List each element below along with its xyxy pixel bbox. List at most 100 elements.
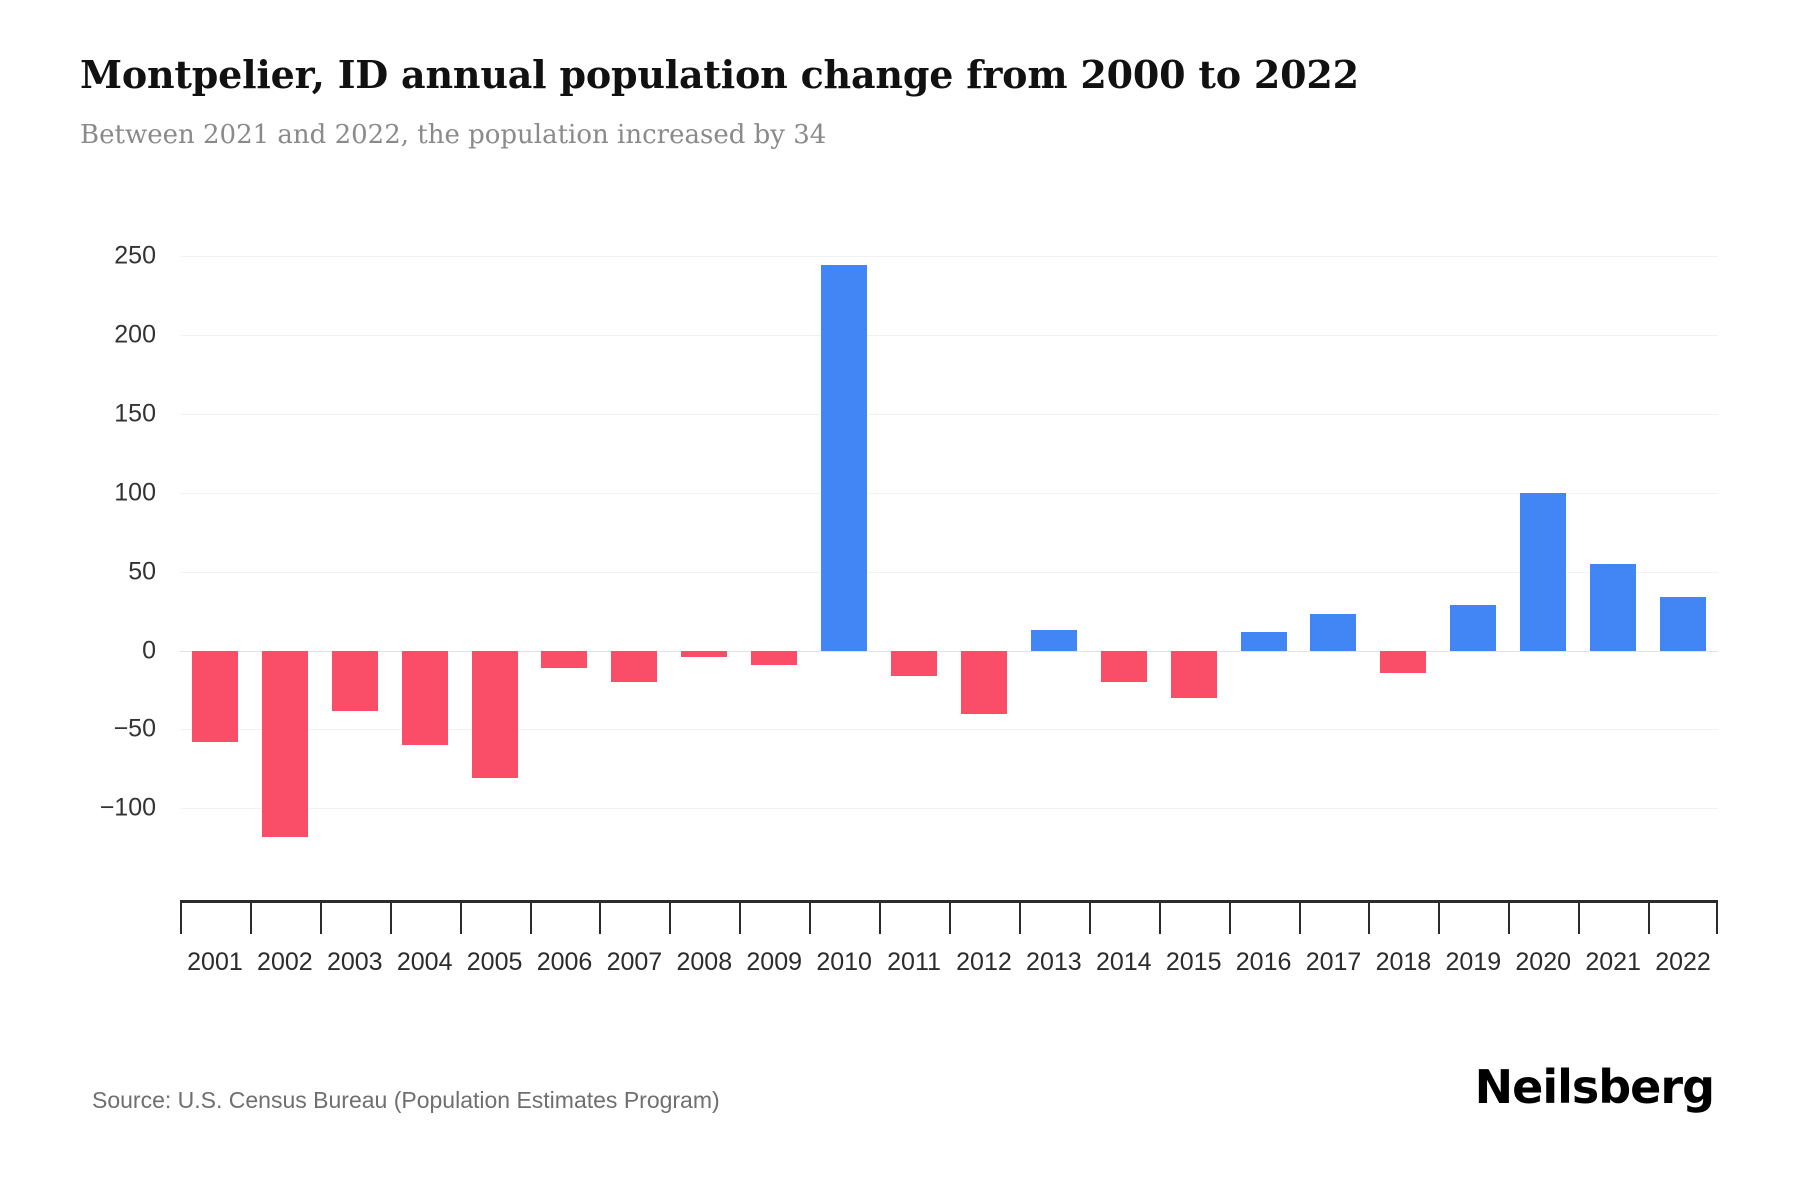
- bar-2020[interactable]: [1520, 492, 1567, 651]
- bar-slot: [669, 240, 739, 900]
- bar-slot: [180, 240, 250, 900]
- y-axis-tick-label: 50: [128, 557, 156, 586]
- x-axis-tick: [180, 900, 182, 934]
- bar-slot: [250, 240, 320, 900]
- x-axis-tick-label-2001: 2001: [187, 948, 243, 976]
- chart-subtitle: Between 2021 and 2022, the population in…: [80, 120, 827, 150]
- gridline-0: [180, 650, 1718, 652]
- x-axis-tick-label-2007: 2007: [606, 948, 663, 976]
- gridline-50: [180, 571, 1718, 573]
- x-axis-tick: [1508, 900, 1511, 934]
- x-axis-tick: [1018, 900, 1021, 934]
- bar-2013[interactable]: [1030, 630, 1077, 651]
- bar-2003[interactable]: [331, 650, 378, 711]
- x-axis-tick: [319, 900, 322, 934]
- x-axis-tick-label-2015: 2015: [1165, 948, 1222, 976]
- gridline--100: [180, 808, 1718, 810]
- bar-slot: [1578, 240, 1648, 900]
- y-axis-tick-label: 0: [142, 636, 156, 665]
- bar-2016[interactable]: [1240, 631, 1287, 651]
- gridline-150: [180, 413, 1718, 415]
- bar-2019[interactable]: [1450, 604, 1497, 651]
- x-axis-ticks: 2001 2002 2003 2004 2005 2006 2007 2008 2009 2010…: [180, 900, 1718, 1000]
- bar-slot: [460, 240, 530, 900]
- bar-2009[interactable]: [751, 650, 798, 665]
- bar-slot: [739, 240, 809, 900]
- bar-slot: [1368, 240, 1438, 900]
- bar-slot: [879, 240, 949, 900]
- x-axis-tick-label-2021: 2021: [1585, 948, 1641, 976]
- bar-slot: [1089, 240, 1159, 900]
- x-axis-tick: [1578, 900, 1581, 934]
- bar-2011[interactable]: [891, 650, 938, 676]
- bar-2017[interactable]: [1310, 614, 1357, 651]
- bar-slot: [1299, 240, 1369, 900]
- x-axis-tick-label-2012: 2012: [956, 948, 1012, 976]
- bar-2007[interactable]: [611, 650, 658, 683]
- x-axis-tick: [1088, 900, 1091, 934]
- bar-slot: [1159, 240, 1229, 900]
- x-axis-tick: [529, 900, 532, 934]
- bar-2015[interactable]: [1170, 650, 1217, 698]
- x-axis-tick-label-2009: 2009: [746, 948, 803, 976]
- bar-slot: [809, 240, 879, 900]
- bar-slot: [599, 240, 669, 900]
- bar-slot: [1648, 240, 1718, 900]
- x-axis-tick: [669, 900, 672, 934]
- bar-2001[interactable]: [191, 650, 238, 743]
- x-axis-tick: [459, 900, 462, 934]
- y-axis-tick-label: 150: [114, 399, 156, 428]
- bar-slot: [1229, 240, 1299, 900]
- x-axis-tick: [1158, 900, 1161, 934]
- source-note: Source: U.S. Census Bureau (Population E…: [92, 1087, 720, 1113]
- x-axis-tick: [739, 900, 742, 934]
- bar-slot: [1019, 240, 1089, 900]
- x-axis-tick: [599, 900, 602, 934]
- x-axis-tick-label-2022: 2022: [1655, 948, 1711, 976]
- x-axis-tick: [389, 900, 392, 934]
- x-axis-tick-label-2005: 2005: [466, 948, 523, 976]
- y-axis-tick-label: −50: [113, 714, 156, 743]
- bar-2021[interactable]: [1590, 563, 1637, 651]
- gridline-200: [180, 334, 1718, 336]
- gridline-250: [180, 255, 1718, 257]
- x-axis-tick-label-2020: 2020: [1515, 948, 1572, 976]
- x-axis-tick-label-2008: 2008: [676, 948, 733, 976]
- x-axis-tick: [809, 900, 812, 934]
- x-axis-tick-label-2003: 2003: [326, 948, 383, 976]
- bar-slot: [1438, 240, 1508, 900]
- x-axis-tick: [1368, 900, 1371, 934]
- x-axis-tick-label-2019: 2019: [1445, 948, 1502, 976]
- bar-slot: [530, 240, 600, 900]
- x-axis-tick: [1716, 900, 1718, 934]
- y-axis-tick-label: 100: [114, 478, 156, 507]
- bar-2018[interactable]: [1380, 650, 1427, 673]
- bar-2005[interactable]: [471, 650, 518, 779]
- bar-2006[interactable]: [541, 650, 588, 668]
- bar-2012[interactable]: [960, 650, 1007, 714]
- bar-2002[interactable]: [261, 650, 308, 837]
- x-axis-tick: [249, 900, 252, 934]
- x-axis-tick: [1228, 900, 1231, 934]
- x-axis-tick: [879, 900, 882, 934]
- x-axis-tick-label-2002: 2002: [257, 948, 313, 976]
- gridline--50: [180, 729, 1718, 731]
- x-axis-tick-label-2016: 2016: [1235, 948, 1292, 976]
- bar-slot: [390, 240, 460, 900]
- x-axis-tick-label-2014: 2014: [1095, 948, 1152, 976]
- bar-2004[interactable]: [401, 650, 448, 746]
- x-axis-tick-label-2004: 2004: [396, 948, 453, 976]
- y-axis-tick-label: −100: [99, 793, 156, 822]
- gridline-100: [180, 492, 1718, 494]
- bar-2010[interactable]: [821, 265, 868, 651]
- bar-2014[interactable]: [1100, 650, 1147, 683]
- bar-2022[interactable]: [1660, 596, 1707, 651]
- page-title: Montpelier, ID annual population change …: [80, 52, 1359, 97]
- x-axis-tick: [1298, 900, 1301, 934]
- bar-slot: [1508, 240, 1578, 900]
- bar-2008[interactable]: [681, 650, 728, 657]
- x-axis-tick-label-2006: 2006: [536, 948, 593, 976]
- x-axis-tick: [1648, 900, 1651, 934]
- bar-slot: [949, 240, 1019, 900]
